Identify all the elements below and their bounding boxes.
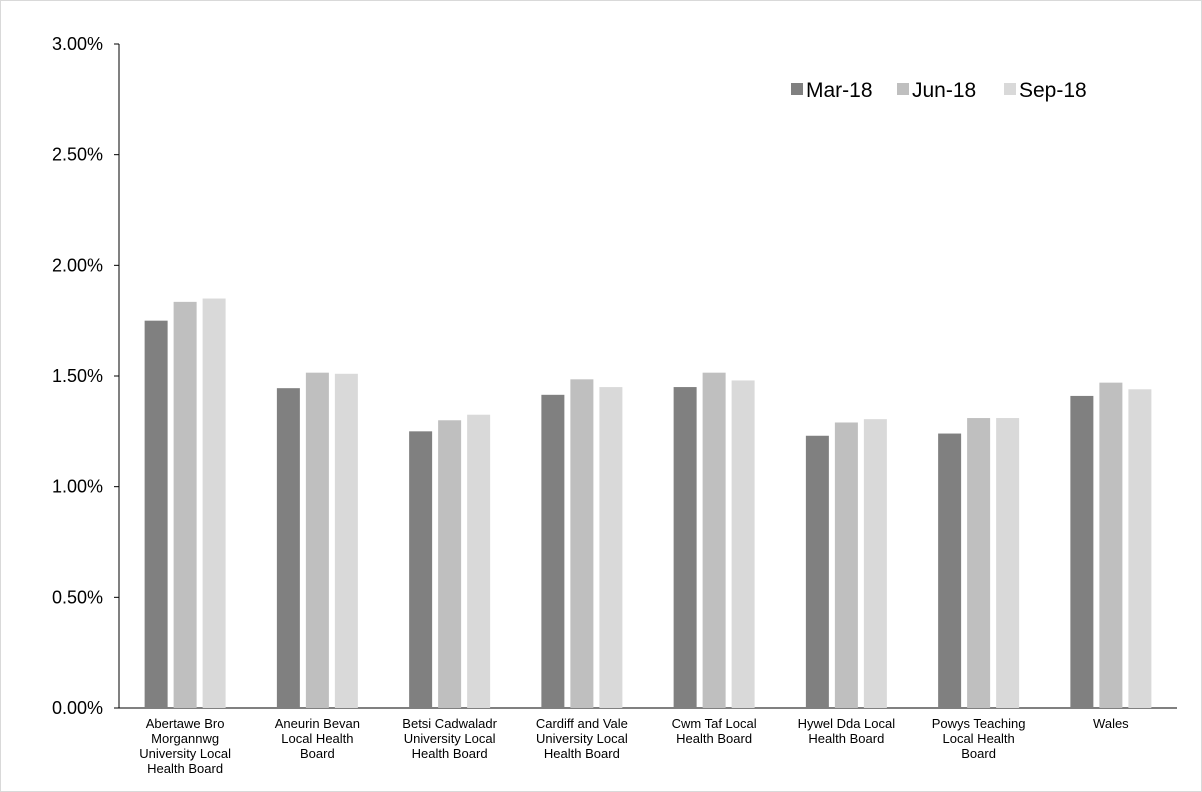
x-tick-label: Wales [1093,716,1129,731]
legend-swatch [791,83,803,95]
legend-label: Jun-18 [912,79,976,102]
y-tick-label: 3.00% [52,34,103,54]
x-tick-label: Cardiff and Vale University Local Health B… [536,716,628,761]
bar-jun-18 [570,379,594,708]
legend-swatch [897,83,909,95]
bar-sep-18 [599,387,623,708]
y-axis: 0.00% 0.50% 1.00% 1.50% 2.00% 2.50% 3.00% [52,34,120,718]
bar-jun-18 [834,422,858,708]
bar-sep-18 [202,298,226,708]
bar-mar-18 [409,431,433,708]
y-tick-label: 1.50% [52,366,103,386]
bar-mar-18 [541,394,565,708]
y-tick-label: 0.50% [52,587,103,607]
bar-jun-18 [438,420,462,708]
legend-swatch [1004,83,1016,95]
bar-mar-18 [276,388,300,708]
bar-sep-18 [996,418,1020,708]
bar-sep-18 [863,419,887,708]
bars [144,298,1152,708]
bar-sep-18 [731,380,755,708]
y-tick-label: 0.00% [52,698,103,718]
y-tick-label: 1.00% [52,477,103,497]
x-tick-label: Betsi Cadwaladr University Local Health Bo… [402,716,497,761]
y-tick-label: 2.00% [52,255,103,275]
x-tick-label: Abertawe Bro Morgannwg University Local Hea… [139,716,231,776]
bar-mar-18 [673,387,697,708]
x-tick-label: Cwm Taf Local Health Board [672,716,757,746]
legend-label: Sep-18 [1019,79,1087,102]
bar-sep-18 [1128,389,1152,708]
x-axis: Abertawe Bro Morgannwg University Local Hea… [119,707,1177,776]
x-tick-label: Aneurin Bevan Local Health Board [275,716,360,761]
bar-sep-18 [334,373,358,708]
legend: Mar-18 Jun-18 Sep-18 [791,79,1087,102]
x-tick-label: Powys Teaching Local Health Board [932,716,1026,761]
bar-sep-18 [467,414,491,708]
bar-mar-18 [805,435,829,708]
x-tick-label: Hywel Dda Local Health Board [798,716,896,746]
bar-mar-18 [938,433,962,708]
bar-jun-18 [173,301,197,708]
bar-jun-18 [702,372,726,708]
bar-jun-18 [305,372,329,708]
bar-mar-18 [1070,395,1094,708]
legend-label: Mar-18 [806,79,873,102]
bar-mar-18 [144,320,168,708]
y-tick-label: 2.50% [52,145,103,165]
bar-jun-18 [1099,382,1123,708]
bar-jun-18 [967,418,991,708]
